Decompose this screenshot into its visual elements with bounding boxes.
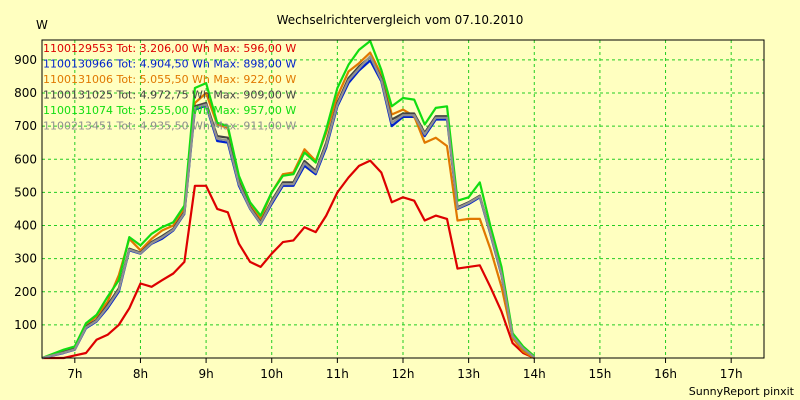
x-tick-label: 13h bbox=[457, 367, 480, 381]
chart-footer: SunnyReport pinxit bbox=[689, 385, 795, 398]
x-tick-label: 7h bbox=[67, 367, 82, 381]
y-tick-label: 600 bbox=[14, 152, 37, 166]
legend-entry-1100131006: 1100131006 Tot: 5.055,50 Wh Max: 922,00 … bbox=[43, 73, 296, 86]
x-tick-label: 10h bbox=[260, 367, 283, 381]
x-tick-label: 15h bbox=[588, 367, 611, 381]
line-chart: Wechselrichtervergleich vom 07.10.2010 W… bbox=[0, 0, 800, 400]
y-tick-label: 300 bbox=[14, 252, 37, 266]
legend-entry-1100213451: 1100213451 Tot: 4.935,50 Wh Max: 911,00 … bbox=[43, 120, 296, 133]
x-tick-label: 11h bbox=[326, 367, 349, 381]
y-tick-label: 400 bbox=[14, 219, 37, 233]
y-tick-label: 700 bbox=[14, 119, 37, 133]
legend-entry-1100131074: 1100131074 Tot: 5.255,00 Wh Max: 957,00 … bbox=[43, 104, 296, 117]
y-axis-label: W bbox=[36, 18, 48, 32]
legend-entry-1100131025: 1100131025 Tot: 4.972,75 Wh Max: 909,00 … bbox=[43, 89, 296, 102]
x-tick-label: 8h bbox=[133, 367, 148, 381]
y-tick-label: 900 bbox=[14, 53, 37, 67]
x-tick-label: 12h bbox=[392, 367, 415, 381]
y-tick-label: 100 bbox=[14, 318, 37, 332]
y-tick-label: 800 bbox=[14, 86, 37, 100]
legend-entry-1100130966: 1100130966 Tot: 4.904,50 Wh Max: 898,00 … bbox=[43, 58, 296, 71]
y-tick-label: 500 bbox=[14, 185, 37, 199]
x-tick-label: 9h bbox=[198, 367, 213, 381]
x-tick-label: 14h bbox=[523, 367, 546, 381]
x-tick-label: 17h bbox=[720, 367, 743, 381]
chart-root: Wechselrichtervergleich vom 07.10.2010 W… bbox=[0, 0, 800, 400]
legend-entry-1100129553: 1100129553 Tot: 3.206,00 Wh Max: 596,00 … bbox=[43, 42, 296, 55]
y-tick-label: 200 bbox=[14, 285, 37, 299]
x-tick-label: 16h bbox=[654, 367, 677, 381]
chart-title: Wechselrichtervergleich vom 07.10.2010 bbox=[277, 13, 524, 27]
